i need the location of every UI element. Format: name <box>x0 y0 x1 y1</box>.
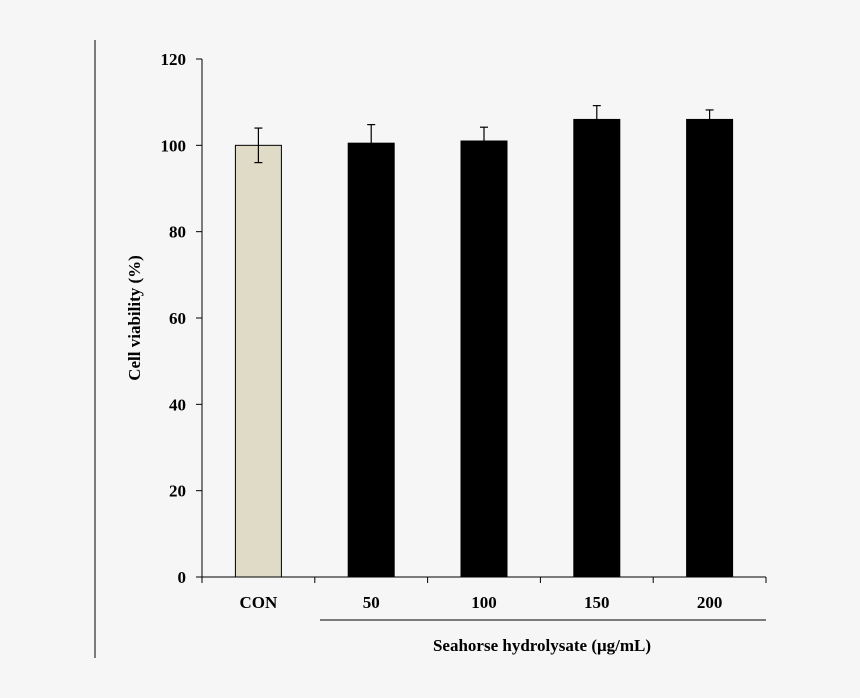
y-tick-label: 80 <box>169 223 186 242</box>
x-tick-label-CON: CON <box>240 593 279 612</box>
x-tick-label-150: 150 <box>584 593 610 612</box>
y-tick-label: 0 <box>178 568 187 587</box>
y-axis-title: Cell viability (%) <box>125 255 144 381</box>
y-tick-label: 100 <box>161 136 187 155</box>
labels-group: 0 20 40 60 80 100 120 CON 50 100 150 200 <box>161 50 723 612</box>
y-tick-label: 60 <box>169 309 186 328</box>
axes-group <box>196 58 767 583</box>
bar-CON <box>234 144 282 578</box>
x-group-label: Seahorse hydrolysate (μg/mL) <box>433 636 651 655</box>
error-bars-group <box>254 105 714 164</box>
bar-50 <box>347 142 395 578</box>
bar-150 <box>573 118 621 578</box>
bar-100 <box>460 140 508 578</box>
bars-group <box>234 118 734 578</box>
bar-200 <box>686 118 734 578</box>
y-tick-label: 20 <box>169 482 186 501</box>
y-tick-label: 40 <box>169 395 186 414</box>
x-tick-label-50: 50 <box>363 593 380 612</box>
y-tick-label: 120 <box>161 50 187 69</box>
x-tick-label-200: 200 <box>697 593 723 612</box>
x-tick-label-100: 100 <box>471 593 497 612</box>
